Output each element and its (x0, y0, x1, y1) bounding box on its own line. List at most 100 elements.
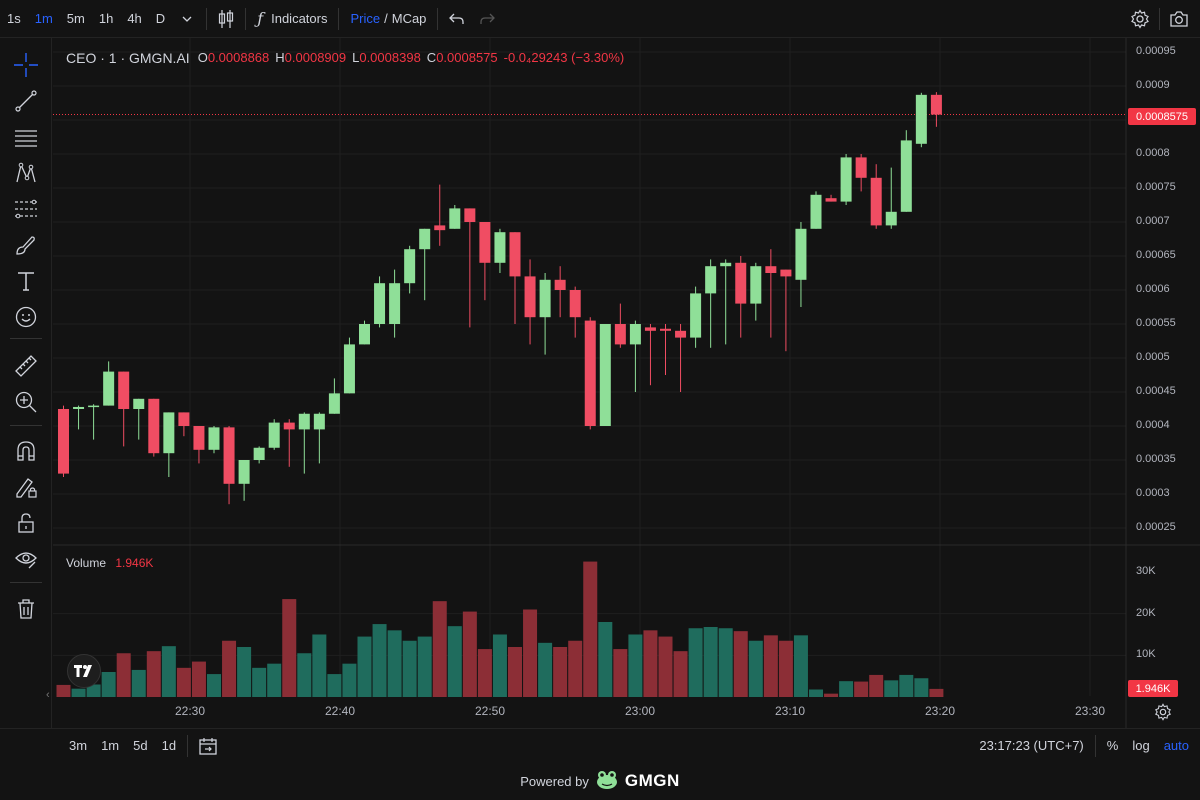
candle-body[interactable] (870, 177, 882, 226)
candlestick-chart[interactable] (53, 38, 1200, 728)
candle-body[interactable] (58, 409, 69, 474)
volume-bar[interactable] (191, 661, 206, 697)
candle-body[interactable] (599, 324, 611, 426)
candle-body[interactable] (73, 406, 85, 409)
candle-body[interactable] (825, 198, 837, 202)
candle-body[interactable] (690, 293, 702, 338)
chevron-down-icon[interactable] (172, 0, 202, 38)
volume-bar[interactable] (763, 635, 778, 697)
ruler-icon[interactable] (11, 351, 41, 381)
text-tool-icon[interactable] (11, 266, 41, 296)
volume-bar[interactable] (733, 631, 748, 697)
candle-body[interactable] (629, 324, 641, 345)
volume-bar[interactable] (417, 636, 432, 697)
volume-bar[interactable] (56, 684, 71, 697)
volume-bar[interactable] (342, 663, 357, 697)
price-option[interactable]: Price (350, 11, 381, 26)
candle-body[interactable] (389, 283, 401, 324)
candle-body[interactable] (810, 194, 822, 229)
candle-body[interactable] (359, 324, 370, 345)
volume-bar[interactable] (357, 636, 372, 697)
candle-body[interactable] (404, 249, 416, 284)
candle-body[interactable] (494, 232, 506, 263)
volume-bar[interactable] (809, 689, 823, 698)
chart-pane[interactable] (53, 38, 1200, 728)
lock-drawing-icon[interactable] (11, 472, 41, 502)
candle-body[interactable] (283, 422, 295, 430)
candle-body[interactable] (930, 94, 942, 115)
volume-bar[interactable] (523, 609, 538, 698)
volume-bar[interactable] (703, 627, 718, 697)
volume-bar[interactable] (252, 667, 267, 697)
candle-body[interactable] (675, 330, 687, 338)
camera-icon[interactable] (1164, 0, 1194, 38)
candle-body[interactable] (614, 324, 626, 345)
candle-body[interactable] (238, 460, 250, 484)
candle-body[interactable] (765, 266, 777, 273)
percent-scale-toggle[interactable]: % (1106, 738, 1119, 753)
volume-bar[interactable] (282, 599, 297, 697)
volume-bar[interactable] (778, 640, 793, 697)
volume-bar[interactable] (402, 640, 417, 697)
volume-bar[interactable] (116, 653, 131, 697)
volume-bar[interactable] (854, 681, 869, 697)
trash-icon[interactable] (11, 594, 41, 624)
volume-bar[interactable] (568, 640, 583, 697)
candle-body[interactable] (178, 412, 190, 426)
symbol-title[interactable]: CEO · 1 · GMGN.AI (66, 50, 190, 66)
volume-bar[interactable] (477, 649, 492, 697)
volume-bar[interactable] (839, 681, 854, 697)
clock-timezone[interactable]: 23:17:23 (UTC+7) (979, 738, 1084, 753)
volume-bar[interactable] (748, 640, 763, 697)
volume-bar[interactable] (628, 634, 643, 698)
emoji-icon[interactable] (11, 302, 41, 332)
candle-body[interactable] (374, 283, 386, 324)
candle-body[interactable] (313, 413, 325, 430)
candle-body[interactable] (133, 398, 145, 409)
candle-body[interactable] (268, 422, 280, 448)
volume-bar[interactable] (824, 693, 839, 697)
date-range-calendar-icon[interactable] (192, 737, 224, 755)
candle-body[interactable] (464, 208, 476, 222)
volume-bar[interactable] (658, 636, 673, 697)
indicators-button[interactable]: ƒ Indicators (250, 0, 334, 38)
volume-bar[interactable] (718, 628, 733, 697)
interval-1s[interactable]: 1s (7, 11, 21, 26)
candle-body[interactable] (328, 393, 340, 414)
candle-body[interactable] (885, 211, 897, 226)
candle-body[interactable] (208, 427, 220, 450)
mcap-option[interactable]: MCap (391, 11, 427, 26)
volume-bar[interactable] (869, 674, 884, 697)
volume-bar[interactable] (146, 651, 161, 697)
brush-icon[interactable] (11, 230, 41, 260)
candle-body[interactable] (343, 344, 355, 394)
price-mcap-toggle[interactable]: Price / MCap (343, 0, 433, 38)
volume-bar[interactable] (447, 626, 462, 697)
volume-bar[interactable] (598, 622, 613, 697)
pattern-tool-icon[interactable] (11, 158, 41, 188)
trend-line-icon[interactable] (11, 86, 41, 116)
magnet-icon[interactable] (11, 436, 41, 466)
volume-bar[interactable] (86, 684, 101, 698)
volume-bar[interactable] (508, 647, 522, 697)
volume-bar[interactable] (297, 653, 312, 697)
candle-body[interactable] (103, 371, 115, 406)
candle-body[interactable] (780, 269, 792, 277)
candle-body[interactable] (900, 140, 912, 212)
candle-body[interactable] (479, 222, 491, 263)
volume-bar[interactable] (793, 635, 808, 697)
range-1m[interactable]: 1m (101, 738, 120, 753)
volume-bar[interactable] (553, 647, 568, 697)
axis-settings-gear-icon[interactable] (1154, 703, 1172, 724)
candle-body[interactable] (705, 266, 717, 294)
interval-1h[interactable]: 1h (98, 11, 114, 26)
volume-bar[interactable] (538, 642, 553, 697)
volume-bar[interactable] (613, 649, 628, 697)
candle-body[interactable] (584, 320, 596, 426)
interval-5m[interactable]: 5m (66, 11, 85, 26)
volume-bar[interactable] (161, 646, 176, 697)
volume-bar[interactable] (673, 651, 688, 697)
candle-body[interactable] (509, 232, 521, 277)
volume-bar[interactable] (222, 640, 237, 697)
candle-body[interactable] (163, 412, 175, 454)
